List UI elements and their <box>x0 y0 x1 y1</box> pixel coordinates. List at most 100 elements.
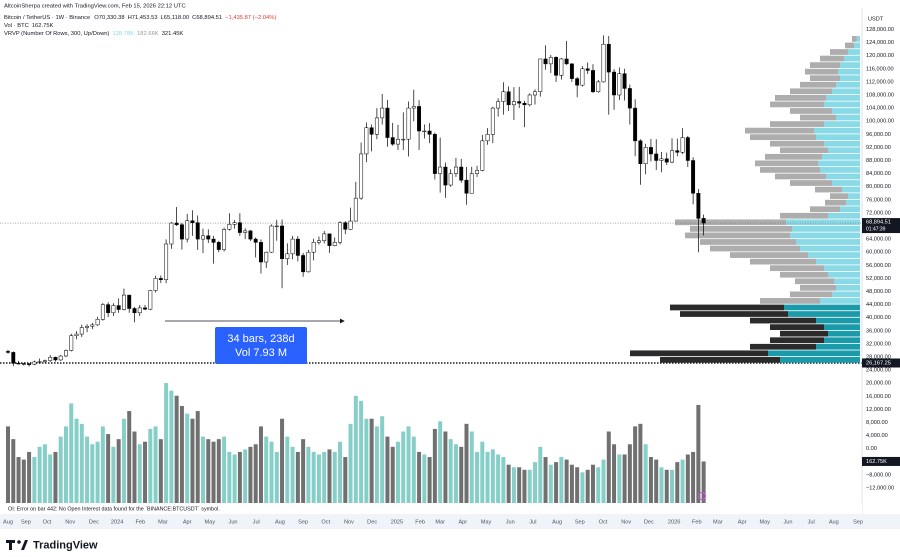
volume-bar <box>58 436 63 503</box>
candle-body <box>522 102 527 106</box>
profile-up <box>790 232 860 239</box>
profile-down <box>815 186 842 193</box>
candle-body <box>269 225 274 253</box>
logo-dot <box>17 540 21 544</box>
candle-body <box>533 91 537 96</box>
profile-up <box>824 265 860 272</box>
volume-name: Vol · BTC <box>4 23 29 29</box>
volume-bar <box>158 439 163 503</box>
x-tick-label: May <box>759 519 770 525</box>
profile-up <box>828 330 860 337</box>
volume-bar <box>237 451 242 503</box>
volume-bar <box>253 444 258 503</box>
candle-body <box>538 58 543 92</box>
volume-bar <box>406 426 411 503</box>
volume-bar <box>348 423 353 503</box>
volume-bar <box>53 451 58 503</box>
volume-bar <box>459 446 464 503</box>
candle-body <box>164 243 169 280</box>
x-tick-label: Oct <box>321 519 330 525</box>
profile-down <box>680 311 788 317</box>
volume-bar <box>274 451 279 503</box>
volume-bar <box>311 451 316 503</box>
profile-down <box>660 356 780 363</box>
candle-body <box>580 68 585 86</box>
y-tick-label: 64,000.00 <box>866 237 891 243</box>
volume-bar <box>395 441 400 503</box>
event-icon[interactable] <box>698 492 706 500</box>
profile-down <box>690 225 792 232</box>
candle-body <box>348 220 353 230</box>
x-tick-label: Mar <box>158 519 168 525</box>
profile-down <box>750 343 816 350</box>
x-tick-label: Mar <box>435 519 445 525</box>
countdown: 01:47:39 <box>866 226 886 232</box>
volume-bar <box>195 411 200 503</box>
profile-up <box>828 212 860 219</box>
profile-up <box>832 88 860 95</box>
volume-bar <box>490 449 495 503</box>
volume-bar <box>680 459 685 503</box>
volume-bar <box>675 462 680 503</box>
candle-body <box>201 235 205 240</box>
x-tick-label: Jul <box>253 519 260 525</box>
volume-line: Vol · BTC 162.75K <box>4 23 54 29</box>
candle-body <box>506 91 511 106</box>
volume-bar <box>596 467 601 503</box>
volume-bar <box>111 446 116 503</box>
status-text: OI: Error on bar 442: No Open Interest d… <box>8 506 220 512</box>
candle-body <box>232 222 237 225</box>
volume-bar <box>659 467 664 503</box>
candle-body <box>311 242 316 253</box>
profile-up <box>824 324 860 330</box>
volume-bar <box>332 451 337 503</box>
profile-down <box>790 88 832 95</box>
candle-body <box>243 230 248 233</box>
x-tick-label: Nov <box>621 519 631 525</box>
candle-body <box>691 160 696 194</box>
candle-body <box>248 230 253 240</box>
candle-body <box>227 224 232 230</box>
profile-up <box>828 271 860 278</box>
y-tick-label: 56,000.00 <box>866 263 891 269</box>
volume-bar <box>6 426 11 503</box>
profile-up <box>786 219 860 226</box>
volume-bar <box>116 439 121 503</box>
candle-body <box>559 58 564 76</box>
profile-up <box>816 317 860 324</box>
candle-body <box>90 324 95 327</box>
volume-bar <box>322 451 327 503</box>
profile-up <box>816 343 860 350</box>
volume-bar <box>648 457 653 503</box>
profile-up <box>832 180 860 186</box>
y-tick-label: 116,000.00 <box>866 66 894 72</box>
y-tick-label: 52,000.00 <box>866 276 891 282</box>
volume-bar <box>438 421 443 503</box>
profile-up <box>826 173 860 180</box>
volume-bar <box>153 426 158 503</box>
open: O70,330.38 <box>94 15 124 21</box>
candle-body <box>380 107 385 119</box>
candle-body <box>216 242 221 250</box>
volume-bar <box>585 469 590 503</box>
candle-body <box>501 91 506 102</box>
volume-bar <box>627 444 632 503</box>
profile-down <box>745 127 814 134</box>
candle-body <box>638 140 643 165</box>
volume-bar <box>79 423 84 503</box>
volume-bar <box>432 428 437 503</box>
volume-bar <box>364 418 369 503</box>
volume-bar <box>522 469 527 503</box>
volume-bar <box>248 446 253 503</box>
volume-bar <box>511 467 516 503</box>
profile-down <box>770 265 824 272</box>
candle-body <box>569 63 574 79</box>
volume-bar <box>543 457 548 503</box>
vrvp-up: 128.78K <box>112 31 134 37</box>
candle-body <box>127 294 132 309</box>
profile-up <box>840 62 860 68</box>
candle-body <box>32 361 37 365</box>
candle-body <box>185 220 190 240</box>
profile-up <box>788 311 860 317</box>
candle-body <box>511 101 516 106</box>
